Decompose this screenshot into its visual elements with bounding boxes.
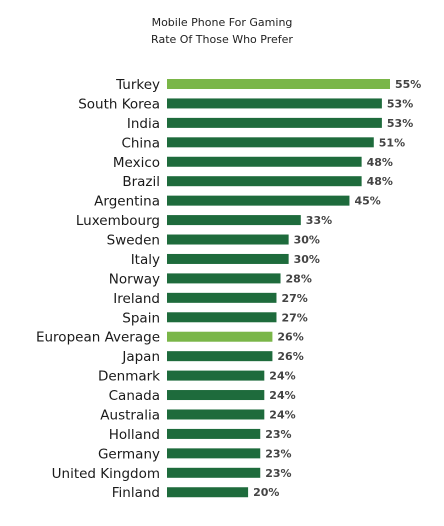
bar [167,156,362,167]
value-label: 24% [269,370,295,383]
bar [167,79,390,89]
value-label: 23% [265,467,291,480]
chart-title: Mobile Phone For Gaming [151,16,293,29]
bar [167,487,249,498]
bar [167,273,281,284]
value-label: 33% [306,214,332,227]
bar [167,467,261,478]
bar [167,331,273,342]
bar [167,117,382,128]
category-label: Holland [109,427,160,443]
bar [167,409,265,420]
category-label: Turkey [115,77,160,93]
category-label: European Average [36,330,160,346]
value-label: 23% [265,447,291,460]
category-label: Sweden [107,233,160,249]
category-label: Mexico [113,155,160,171]
value-label: 48% [367,156,393,169]
category-label: Spain [122,310,160,326]
value-label: 28% [286,272,312,285]
value-label: 26% [277,350,303,363]
category-label: Finland [112,485,160,501]
value-label: 20% [253,486,279,499]
category-label: Japan [121,349,160,365]
value-label: 27% [281,292,307,305]
category-label: Canada [109,388,160,404]
bar [167,195,350,206]
bar [167,176,362,187]
chart-subtitle: Rate Of Those Who Prefer [151,33,293,46]
value-label: 48% [367,175,393,188]
category-label: Luxembourg [76,213,160,229]
value-label: 53% [387,117,413,130]
bar [167,351,273,362]
category-label: Denmark [98,369,160,385]
category-label: Ireland [113,291,160,307]
category-label: India [127,116,160,132]
value-label: 23% [265,428,291,441]
category-label: Australia [100,407,160,423]
category-label: South Korea [78,96,160,112]
value-label: 30% [294,253,320,266]
value-label: 27% [281,311,307,324]
category-label: Argentina [94,194,160,210]
bar [167,292,277,303]
bar [167,253,289,264]
bar [167,370,265,381]
value-label: 51% [379,136,405,149]
bar [167,448,261,459]
value-label: 24% [269,408,295,421]
bar [167,98,382,109]
value-label: 53% [387,97,413,110]
bar [167,312,277,323]
value-label: 30% [294,234,320,247]
bar [167,215,301,226]
category-label: Italy [131,252,160,268]
value-label: 55% [395,78,421,91]
bar [167,390,265,401]
category-label: Brazil [122,174,160,190]
bar [167,428,261,439]
category-label: United Kingdom [52,466,160,482]
value-label: 24% [269,389,295,402]
category-label: Norway [109,271,160,287]
category-label: Germany [98,446,160,462]
bar [167,137,374,148]
value-label: 26% [277,331,303,344]
value-label: 45% [354,195,380,208]
category-label: China [121,135,160,151]
bar [167,234,289,245]
